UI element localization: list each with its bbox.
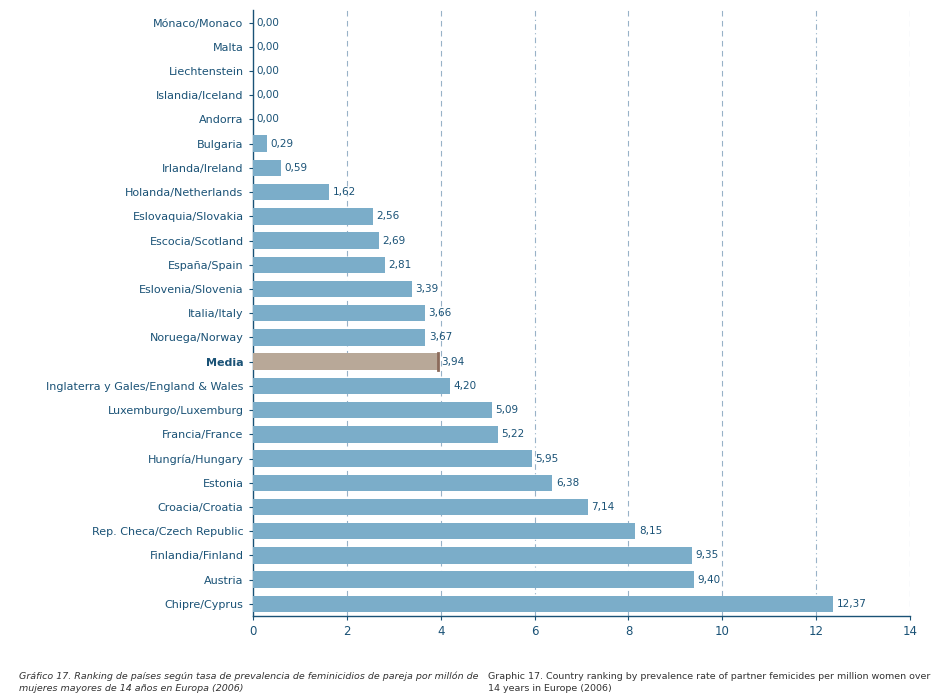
- Text: 0,29: 0,29: [270, 139, 294, 149]
- Text: 9,40: 9,40: [697, 575, 720, 585]
- Bar: [253, 596, 833, 612]
- Bar: [253, 402, 492, 418]
- Text: 5,95: 5,95: [536, 454, 559, 464]
- Text: 7,14: 7,14: [591, 502, 614, 512]
- Text: 2,56: 2,56: [377, 212, 400, 221]
- Text: 2,69: 2,69: [383, 235, 406, 246]
- Text: 4,20: 4,20: [454, 381, 477, 391]
- Bar: [253, 354, 438, 370]
- Text: 12,37: 12,37: [837, 599, 867, 609]
- Text: 5,22: 5,22: [501, 429, 524, 439]
- Text: Graphic 17. Country ranking by prevalence rate of partner femicides per million : Graphic 17. Country ranking by prevalenc…: [488, 672, 930, 693]
- Bar: [253, 257, 386, 273]
- Bar: [253, 280, 413, 297]
- Text: 5,09: 5,09: [495, 405, 519, 415]
- Text: 2,81: 2,81: [388, 260, 412, 270]
- Bar: [253, 305, 425, 322]
- Text: 3,67: 3,67: [429, 333, 452, 342]
- Bar: [253, 475, 552, 491]
- Bar: [253, 136, 266, 152]
- Text: 0,00: 0,00: [257, 42, 280, 52]
- Bar: [253, 571, 694, 588]
- Bar: [253, 232, 379, 248]
- Bar: [253, 378, 450, 394]
- Bar: [253, 523, 636, 539]
- Bar: [253, 159, 281, 176]
- Bar: [253, 450, 532, 467]
- Text: Gráfico 17. Ranking de países según tasa de prevalencia de feminicidios de parej: Gráfico 17. Ranking de países según tasa…: [19, 671, 478, 693]
- Bar: [253, 184, 329, 200]
- Text: 9,35: 9,35: [695, 551, 719, 560]
- Bar: [253, 208, 373, 225]
- Text: 0,00: 0,00: [257, 90, 280, 100]
- Bar: [253, 426, 498, 443]
- Text: 0,00: 0,00: [257, 114, 280, 125]
- Bar: [253, 499, 588, 515]
- Bar: [253, 547, 691, 564]
- Text: 0,00: 0,00: [257, 17, 280, 28]
- Bar: [253, 329, 425, 346]
- Text: 1,62: 1,62: [332, 187, 356, 197]
- Text: 3,94: 3,94: [441, 356, 464, 367]
- Text: 3,39: 3,39: [416, 284, 439, 294]
- Text: 8,15: 8,15: [639, 526, 662, 536]
- Text: 3,66: 3,66: [428, 308, 451, 318]
- Text: 0,59: 0,59: [284, 163, 308, 173]
- Text: 6,38: 6,38: [555, 477, 579, 488]
- Text: 0,00: 0,00: [257, 66, 280, 76]
